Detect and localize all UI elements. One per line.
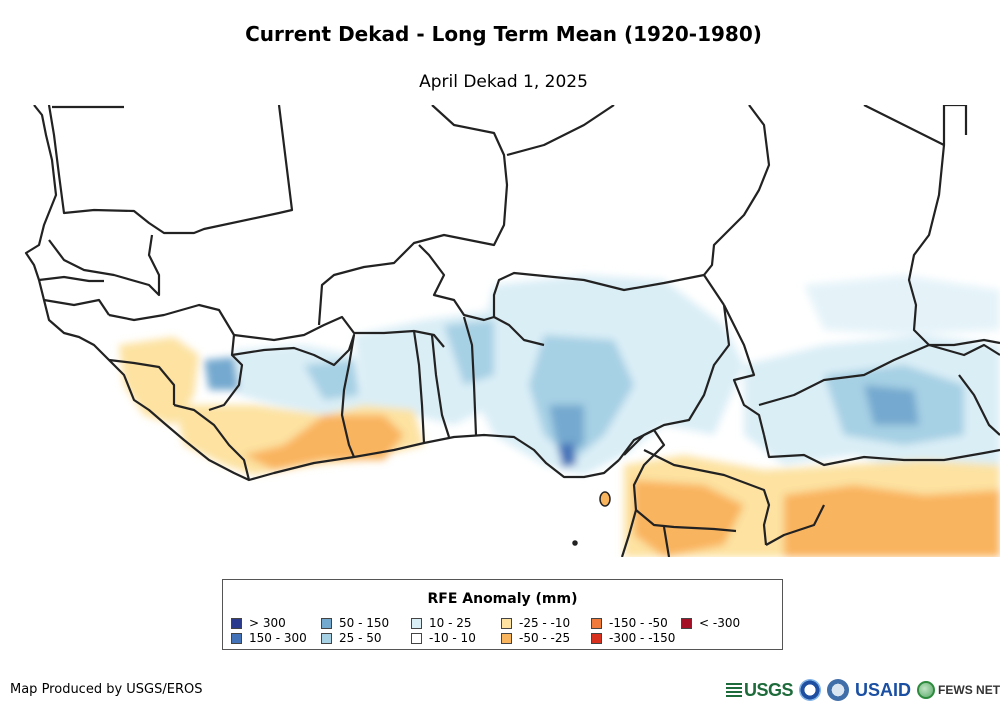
border-senegal	[48, 234, 161, 297]
border-benin-nigeria	[462, 316, 478, 436]
map-credit: Map Produced by USGS/EROS	[10, 682, 203, 697]
border-cameroon-south	[643, 449, 771, 546]
legend-item: -150 - -50	[591, 616, 668, 630]
border-south-sudan	[958, 374, 1000, 436]
border-ghana-togo	[412, 330, 426, 444]
legend-swatch	[411, 632, 422, 644]
country-borders	[24, 105, 1000, 557]
usgs-stripes-icon	[726, 682, 742, 697]
legend-swatch	[231, 632, 242, 644]
islands	[572, 491, 611, 546]
legend-swatch	[321, 632, 332, 644]
border-niger-south	[493, 316, 545, 347]
interior-seal-icon	[827, 679, 850, 701]
border-liberia	[173, 403, 251, 481]
map-title: Current Dekad - Long Term Mean (1920-198…	[245, 22, 762, 46]
legend-item: 10 - 25	[411, 616, 472, 630]
border-sierra-leone	[108, 358, 176, 405]
legend-item: 25 - 50	[321, 631, 382, 645]
legend-swatch	[681, 617, 692, 629]
noaa-seal-icon	[799, 679, 822, 701]
border-ivory-coast	[231, 333, 356, 458]
map-subtitle: April Dekad 1, 2025	[419, 72, 588, 92]
anomaly-10-25-sahel-spots	[804, 275, 1000, 335]
legend-swatch	[501, 617, 512, 629]
anomaly-150-300-delta	[559, 443, 576, 467]
legend-swatch	[501, 632, 512, 644]
usgs-logo: USGS	[726, 680, 794, 701]
legend-item: -300 - -150	[591, 631, 675, 645]
border-gambia	[38, 275, 104, 283]
globe-icon	[917, 681, 936, 699]
fews-net-logo: FEWS NET	[917, 681, 1000, 699]
legend-swatch	[591, 632, 602, 644]
anomaly-neg50-neg25-gabon	[634, 480, 744, 557]
bioko-island	[599, 491, 611, 507]
border-congo	[662, 526, 671, 557]
border-car-north	[758, 343, 1000, 407]
border-nigeria-cameroon	[623, 304, 731, 456]
anomaly-50-150-car	[864, 385, 919, 425]
border-libya-niger	[703, 105, 771, 276]
border-car-south	[762, 434, 1000, 467]
sao-tome-island	[572, 540, 578, 546]
border-mali-algeria	[317, 105, 509, 326]
legend-swatch	[591, 617, 602, 629]
legend-swatch	[411, 617, 422, 629]
border-niger-nigeria	[492, 271, 725, 317]
legend-title: RFE Anomaly (mm)	[427, 591, 578, 607]
border-gabon	[635, 509, 737, 533]
legend-item: -50 - -25	[501, 631, 570, 645]
anomaly-50-150-guinea	[204, 357, 239, 390]
partner-logos: USGS USAID FEWS NET	[726, 675, 1000, 705]
legend-item: -10 - 10	[411, 631, 476, 645]
anomaly-50-150-nigeria-south	[549, 405, 584, 455]
border-guinea-bissau	[43, 298, 110, 316]
border-chad-cameroon	[723, 304, 766, 436]
legend-item: 50 - 150	[321, 616, 389, 630]
coastline-central	[618, 428, 666, 557]
legend-item: > 300	[231, 616, 286, 630]
border-chad-sudan	[863, 105, 968, 147]
border-burkina-niger	[418, 244, 495, 322]
legend-swatch	[231, 617, 242, 629]
anomaly-25-50-burkina	[304, 360, 359, 400]
usaid-logo: USAID	[855, 679, 912, 700]
border-mauritania-mali	[47, 105, 294, 235]
legend-item: 150 - 300	[231, 631, 307, 645]
anomaly-25-50-volta	[444, 320, 494, 385]
anomaly-map	[24, 105, 1000, 557]
border-togo-benin	[430, 334, 451, 438]
legend-swatch	[321, 617, 332, 629]
legend-item: < -300	[681, 616, 740, 630]
border-mali-burkina	[233, 315, 445, 348]
border-sudan-south	[929, 338, 1000, 347]
anomaly-fields	[119, 275, 1000, 557]
coastline-west	[24, 105, 620, 482]
legend-item: -25 - -10	[501, 616, 570, 630]
border-chad-east	[907, 144, 946, 346]
border-congo-drc	[765, 504, 825, 546]
legend: RFE Anomaly (mm) > 300 150 - 300 50 - 15…	[222, 579, 783, 650]
border-algeria-niger	[506, 105, 615, 157]
anomaly-neg50-neg25-congo	[784, 485, 1000, 557]
